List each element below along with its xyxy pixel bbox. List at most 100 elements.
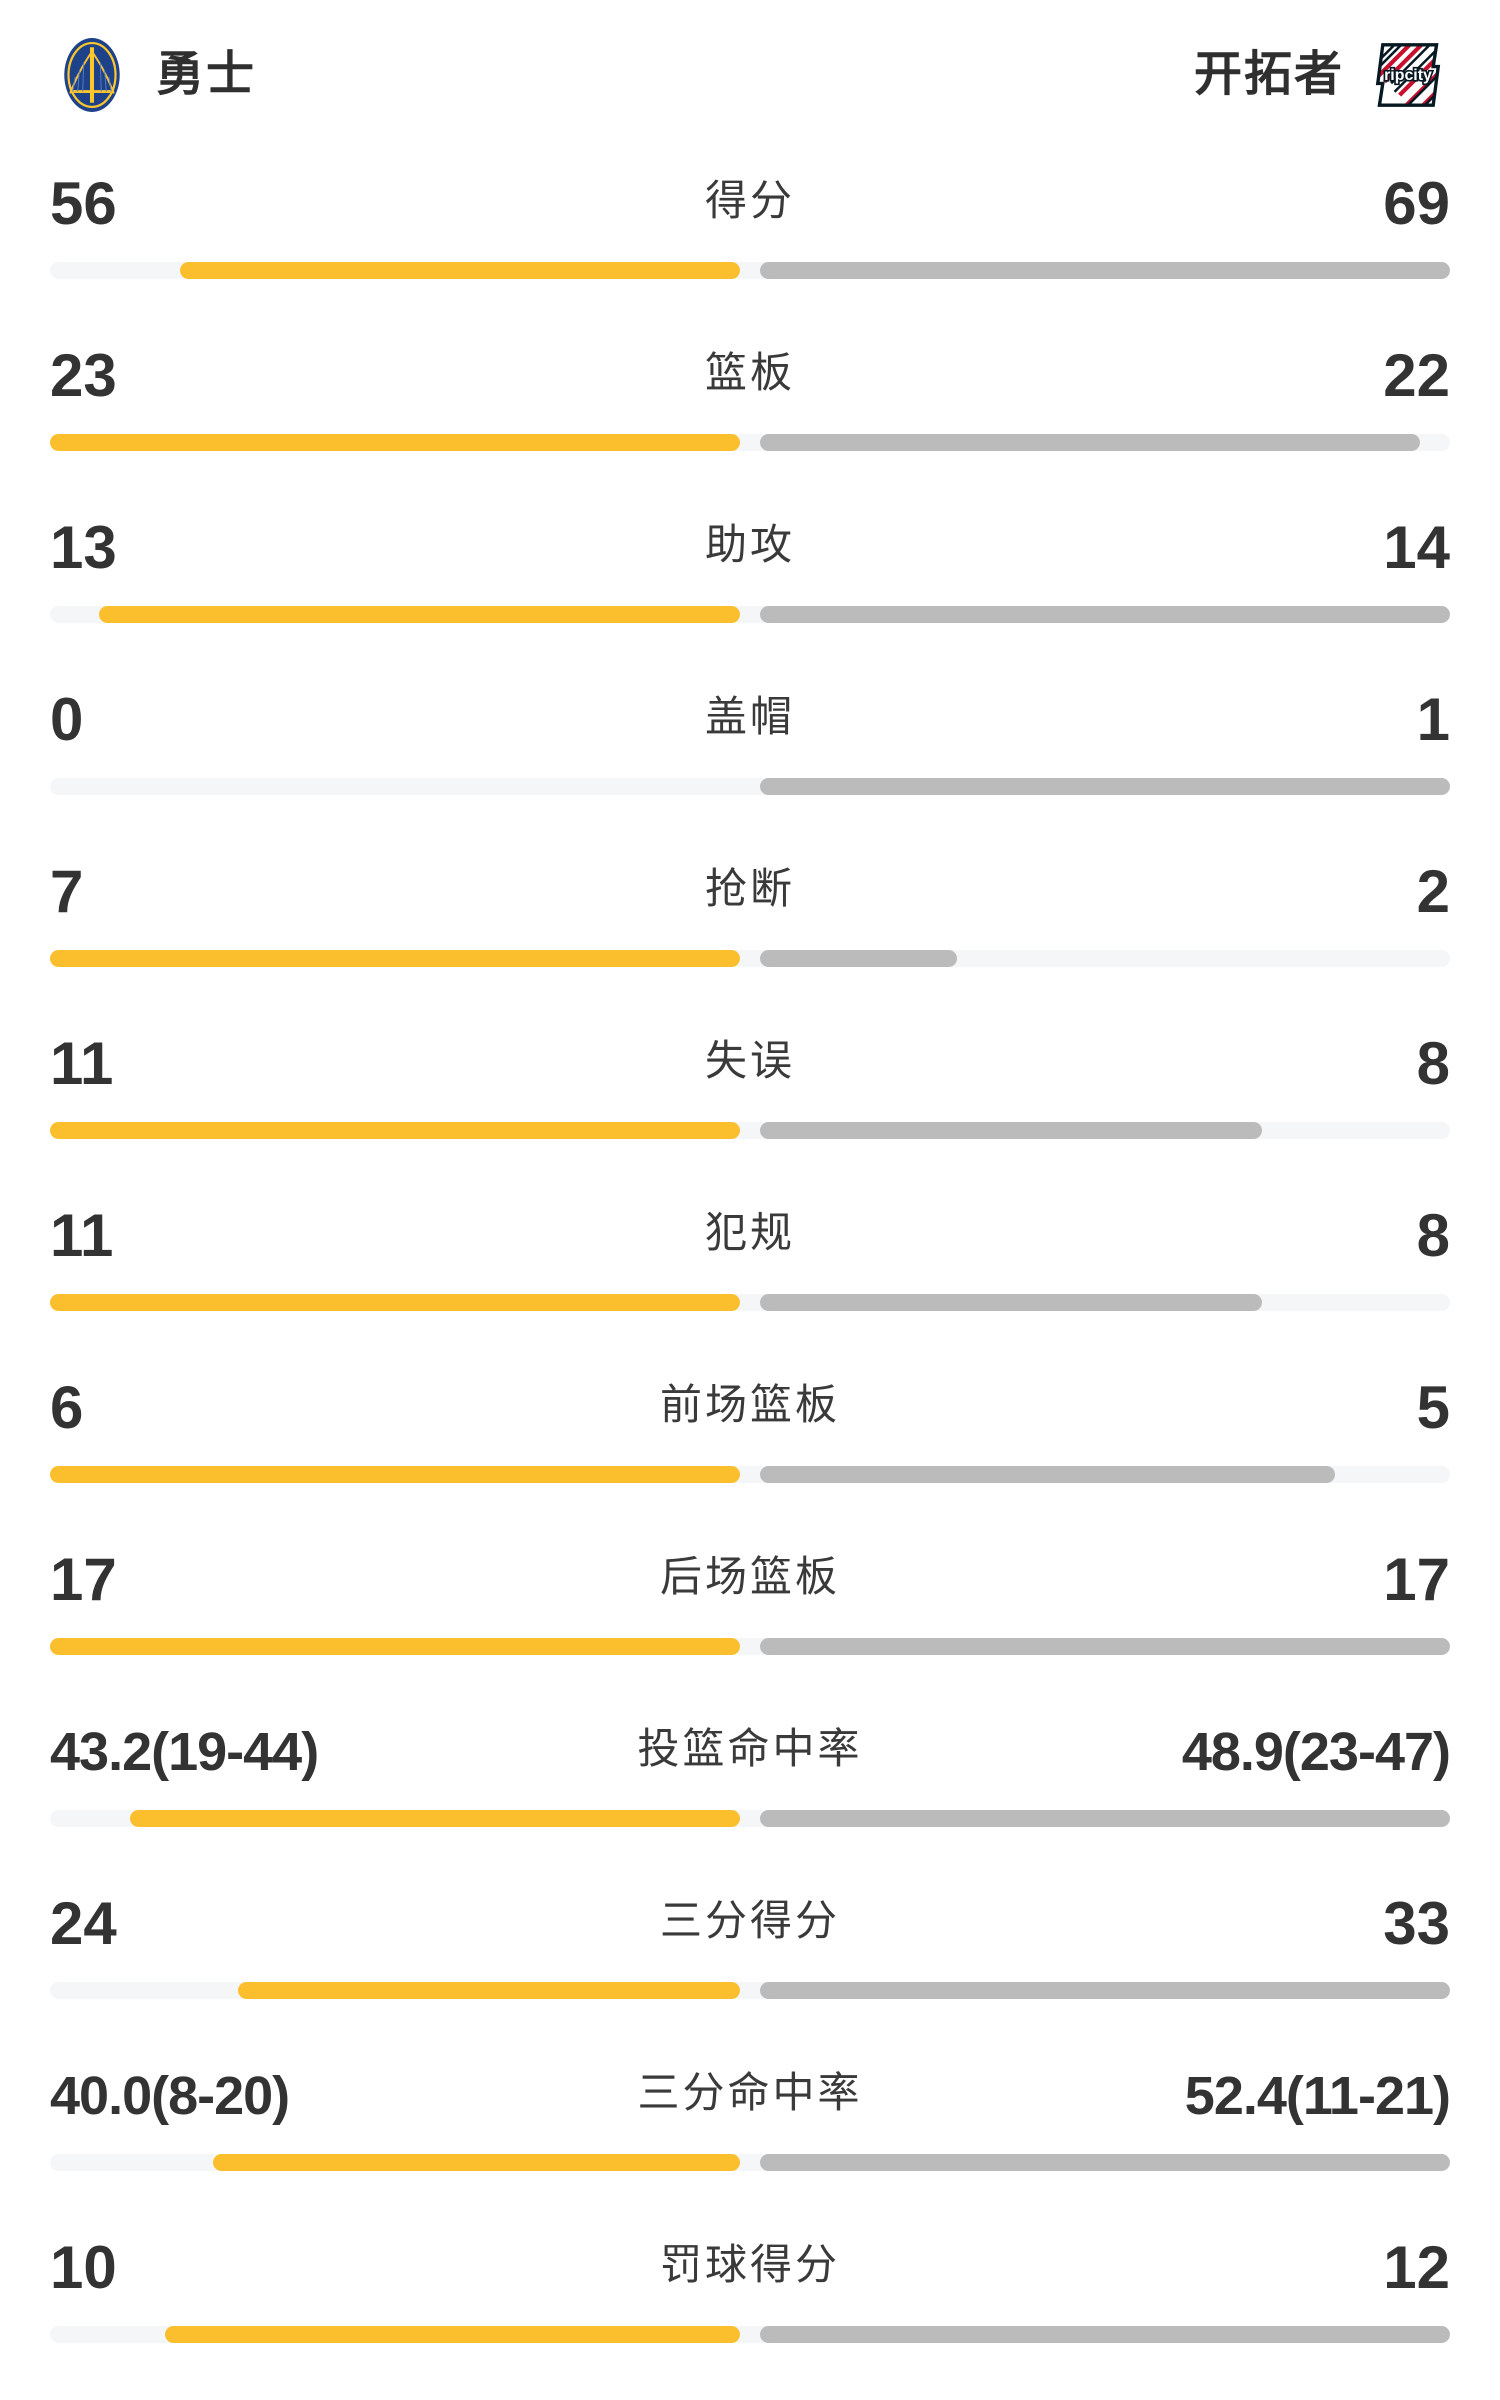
home-team: 勇士 [50, 33, 256, 117]
home-stat-value: 17 [50, 1546, 117, 1613]
away-stat-value: 33 [1383, 1890, 1450, 1957]
home-stat-bar-fill [180, 262, 740, 279]
home-stat-bar-fill [50, 950, 740, 967]
away-stat-bar-fill [760, 2326, 1450, 2343]
home-stat-bar-fill [130, 1810, 740, 1827]
away-stat-bar-fill [760, 434, 1420, 451]
away-stat-bar-fill [760, 778, 1450, 795]
away-stat-value: 1 [1416, 686, 1450, 753]
home-stat-value: 6 [50, 1374, 84, 1441]
away-stat-bar-fill [760, 262, 1450, 279]
warriors-bridge-logo-icon [64, 38, 120, 112]
stat-row: 23 22 篮板 [0, 322, 1500, 494]
away-stat-bar-fill [760, 1982, 1450, 1999]
stat-row-values: 11 8 [50, 1028, 1450, 1100]
away-stat-value: 5 [1416, 1374, 1450, 1441]
away-stat-bar-fill [760, 950, 957, 967]
stat-row-values: 11 8 [50, 1200, 1450, 1272]
home-stat-bar-fill [99, 606, 740, 623]
stat-row: 11 8 失误 [0, 1010, 1500, 1182]
home-stat-bar-fill [50, 1122, 740, 1139]
home-stat-bar-fill [165, 2326, 740, 2343]
away-stat-value: 17 [1383, 1546, 1450, 1613]
stat-bar [50, 2326, 1450, 2343]
stat-row: 83.3(10-12)92.3(12-13)罚球命中率 [0, 2386, 1500, 2400]
stat-row-values: 13 14 [50, 512, 1450, 584]
stat-bar [50, 262, 1450, 279]
away-stat-value: 14 [1383, 514, 1450, 581]
blazers-ripcity-logo-icon: ripcity [1375, 43, 1441, 107]
home-stat-value: 43.2(19-44) [50, 1722, 319, 1782]
stat-bar [50, 1294, 1450, 1311]
stat-row-values: 17 17 [50, 1544, 1450, 1616]
stat-row-values: 43.2(19-44) 48.9(23-47) [50, 1716, 1451, 1788]
stat-bar [50, 1810, 1450, 1827]
stat-row: 7 2 抢断 [0, 838, 1500, 1010]
stat-row-values: 24 33 [50, 1888, 1450, 1960]
stat-bar [50, 950, 1450, 967]
stat-bar [50, 434, 1450, 451]
home-stat-value: 56 [50, 170, 117, 237]
stat-row: 13 14 助攻 [0, 494, 1500, 666]
away-stat-value: 8 [1416, 1202, 1450, 1269]
home-stat-value: 13 [50, 514, 117, 581]
home-stat-value: 7 [50, 858, 84, 925]
home-stat-value: 24 [50, 1890, 117, 1957]
away-stat-value: 12 [1383, 2234, 1450, 2301]
away-stat-bar-fill [760, 606, 1450, 623]
home-stat-value: 40.0(8-20) [50, 2066, 290, 2126]
away-stat-value: 8 [1416, 1030, 1450, 1097]
stat-row: 0 1 盖帽 [0, 666, 1500, 838]
stat-bar [50, 1466, 1450, 1483]
away-team: 开拓者 [1194, 33, 1450, 117]
home-stat-bar-fill [213, 2154, 740, 2171]
stat-row-values: 23 22 [50, 340, 1450, 412]
stat-row: 17 17 后场篮板 [0, 1526, 1500, 1698]
stat-row: 56 69 得分 [0, 150, 1500, 322]
stat-row: 43.2(19-44) 48.9(23-47) 投篮命中率 [0, 1698, 1500, 1870]
stat-row: 40.0(8-20) 52.4(11-21) 三分命中率 [0, 2042, 1500, 2214]
home-stat-bar-fill [238, 1982, 740, 1999]
away-team-name: 开拓者 [1193, 48, 1344, 101]
away-stat-bar-fill [760, 1810, 1450, 1827]
home-stat-value: 23 [50, 342, 117, 409]
home-stat-bar-fill [50, 1294, 740, 1311]
stat-bar [50, 2154, 1450, 2171]
away-stat-bar-fill [760, 1466, 1335, 1483]
home-stat-bar-fill [50, 1466, 740, 1483]
home-stat-value: 11 [50, 1202, 114, 1269]
away-stat-value: 22 [1383, 342, 1450, 409]
away-stat-bar-fill [760, 1294, 1262, 1311]
stat-row-values: 10 12 [50, 2232, 1450, 2304]
home-stat-bar-fill [50, 434, 740, 451]
away-stat-value: 2 [1416, 858, 1450, 925]
stat-bar [50, 778, 1450, 795]
away-stat-value: 52.4(11-21) [1184, 2066, 1451, 2126]
stat-row: 6 5 前场篮板 [0, 1354, 1500, 1526]
stat-bar [50, 1122, 1450, 1139]
stat-row: 10 12 罚球得分 [0, 2214, 1500, 2386]
stat-bar [50, 1638, 1450, 1655]
stat-row-values: 56 69 [50, 168, 1450, 240]
away-stat-value: 69 [1383, 170, 1450, 237]
ripcity-wordmark: ripcity [1384, 67, 1432, 84]
away-stat-value: 48.9(23-47) [1181, 1722, 1451, 1782]
stat-bar [50, 1982, 1450, 1999]
stat-row-values: 40.0(8-20) 52.4(11-21) [50, 2060, 1451, 2132]
stat-rows: 56 69 得分 23 22 篮板 13 14 助攻 0 1 盖帽 7 2 抢断 11 8 失误 11 8 犯规 6 5 前场… [0, 150, 1500, 2400]
stat-row: 24 33 三分得分 [0, 1870, 1500, 2042]
away-stat-bar-fill [760, 1638, 1450, 1655]
away-stat-bar-fill [760, 2154, 1450, 2171]
home-stat-value: 0 [50, 686, 84, 753]
home-stat-value: 10 [50, 2234, 117, 2301]
stat-bar [50, 606, 1450, 623]
team-header: 勇士 开拓者 [0, 0, 1500, 150]
stat-row: 11 8 犯规 [0, 1182, 1500, 1354]
home-team-name: 勇士 [156, 48, 257, 101]
away-stat-bar-fill [760, 1122, 1262, 1139]
home-stat-bar-fill [50, 1638, 740, 1655]
